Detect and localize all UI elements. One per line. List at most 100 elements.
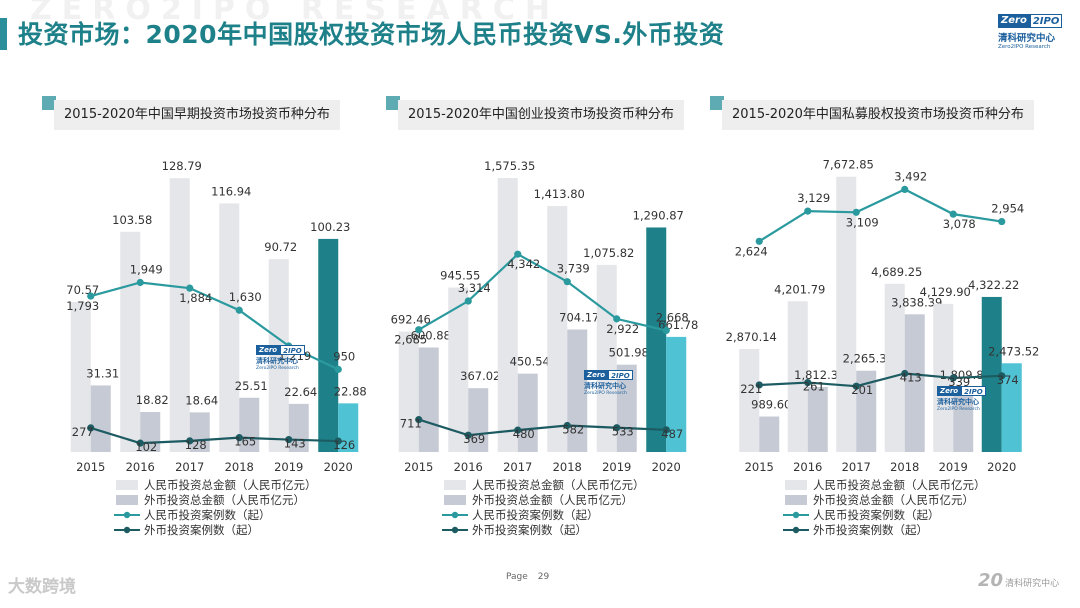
legend-rmb-amount-swatch [116, 480, 138, 490]
point-fx-cases [235, 434, 243, 442]
data-label-fx-cases: 582 [562, 422, 584, 436]
bar-rmb-amount [884, 283, 905, 452]
bar-rmb-amount [219, 203, 240, 452]
bar-rmb-amount [787, 301, 808, 452]
brand-watermark-left: 大数跨境 [8, 577, 76, 597]
data-label-fx-amount: 450.54 [510, 355, 550, 369]
legend-fx-cases-marker [123, 526, 131, 534]
data-label-rmb-amount: 7,672.85 [823, 158, 874, 172]
data-label-rmb-amount: 116.94 [211, 184, 251, 198]
x-tick-label: 2018 [890, 460, 919, 474]
x-tick-label: 2016 [454, 460, 483, 474]
point-fx-cases [514, 426, 522, 434]
panel-marker [710, 96, 724, 110]
point-fx-cases [136, 439, 144, 447]
mini-logo-left: Zero [584, 370, 609, 380]
bar-rmb-amount [739, 349, 760, 452]
data-label-rmb-cases: 4,342 [507, 257, 540, 271]
mini-logo-cn: 清科研究中心 [937, 398, 979, 406]
line-rmb-cases [418, 252, 667, 332]
mini-logo-wordmark: Zero 2IPO [937, 386, 989, 396]
legend-fx-amount-label: 外币投资总金额（人民币亿元） [813, 493, 974, 507]
point-rmb-cases [415, 326, 423, 334]
data-label-fx-amount: 25.51 [235, 379, 268, 393]
point-fx-cases [804, 378, 812, 387]
page-label: Page [506, 572, 528, 582]
point-fx-cases [852, 382, 860, 390]
data-label-rmb-cases: 2,954 [991, 202, 1024, 216]
legend-rmb-cases-marker [792, 511, 800, 519]
point-fx-cases [563, 421, 571, 430]
data-label-rmb-cases: 1,793 [66, 299, 99, 313]
point-fx-cases [998, 372, 1006, 380]
data-label-fx-cases: 128 [185, 438, 207, 452]
point-rmb-cases [613, 315, 621, 323]
legend-fx-amount-swatch [116, 495, 138, 505]
data-label-fx-cases: 374 [997, 373, 1019, 387]
data-label-rmb-cases: 1,949 [130, 262, 163, 276]
data-label-rmb-cases: 3,314 [458, 281, 491, 295]
legend-fx-amount-swatch [444, 495, 466, 505]
mini-logo-right: 2IPO [608, 370, 633, 380]
point-rmb-cases [949, 210, 957, 218]
brand-right-mark: 20 [978, 570, 1004, 591]
bar-rmb-amount [268, 259, 289, 452]
legend-rmb-amount-swatch [444, 480, 466, 490]
bar-rmb-amount [318, 238, 339, 452]
point-rmb-cases [186, 284, 194, 292]
x-tick-label: 2016 [126, 460, 155, 474]
mini-logo-left: Zero [937, 386, 962, 396]
mini-logo-wordmark: Zero 2IPO [584, 370, 636, 380]
x-tick-label: 2017 [503, 460, 532, 474]
x-tick-label: 2016 [793, 460, 822, 474]
line-rmb-cases [758, 188, 1002, 243]
x-tick-label: 2020 [324, 460, 353, 474]
legend-rmb-amount-label: 人民币投资总金额（人民币亿元） [472, 478, 645, 492]
bar-fx-amount [1001, 363, 1022, 452]
point-fx-cases [464, 431, 472, 439]
data-label-rmb-amount: 90.72 [264, 240, 297, 254]
bar-fx-amount [338, 403, 359, 452]
mini-logo-right: 2IPO [280, 345, 305, 355]
data-label-fx-cases: 533 [612, 425, 634, 439]
logo-en: Zero2IPO Research [998, 44, 1051, 50]
point-rmb-cases [514, 250, 522, 258]
data-label-fx-cases: 277 [72, 425, 94, 439]
data-label-rmb-cases: 1,630 [229, 290, 262, 304]
x-tick-label: 2015 [404, 460, 433, 474]
point-rmb-cases [87, 292, 95, 300]
legend-fx-amount-label: 外币投资总金额（人民币亿元） [144, 493, 305, 507]
data-label-fx-cases: 413 [900, 370, 922, 384]
legend-fx-cases-marker [451, 526, 459, 534]
data-label-rmb-amount: 4,689.25 [871, 265, 922, 279]
data-label-fx-amount: 704.17 [559, 311, 599, 325]
data-label-fx-cases: 143 [284, 437, 306, 451]
data-label-fx-amount: 2,473.52 [988, 344, 1039, 358]
mini-logo-cn: 清科研究中心 [584, 382, 626, 390]
point-rmb-cases [464, 297, 472, 305]
data-label-fx-cases: 369 [463, 432, 485, 446]
data-label-rmb-amount: 1,290.87 [633, 208, 684, 222]
brand-right-text: 清科研究中心 [1005, 579, 1060, 589]
point-rmb-cases [852, 208, 860, 216]
data-label-fx-amount: 22.64 [284, 385, 317, 399]
data-label-fx-amount: 367.02 [460, 369, 500, 383]
legend-fx-cases-label: 外币投资案例数（起） [472, 523, 587, 537]
data-label-fx-amount: 22.88 [334, 384, 367, 398]
line-fx-cases [418, 418, 667, 437]
point-fx-cases [613, 424, 621, 432]
point-fx-cases [949, 374, 957, 382]
logo-wordmark-right: 2IPO [1029, 14, 1063, 28]
data-label-rmb-cases: 1,884 [179, 291, 212, 305]
legend-rmb-amount-label: 人民币投资总金额（人民币亿元） [813, 478, 986, 492]
panel-marker [42, 96, 56, 110]
bar-fx-amount [90, 385, 111, 452]
data-label-rmb-amount: 692.46 [391, 313, 431, 327]
x-tick-label: 2019 [939, 460, 968, 474]
data-label-fx-cases: 221 [740, 382, 762, 396]
data-label-rmb-cases: 2,624 [735, 244, 768, 258]
bar-fx-amount [468, 388, 489, 452]
title-accent-bar [0, 18, 7, 50]
bar-fx-amount [567, 329, 588, 452]
legend-rmb-cases-label: 人民币投资案例数（起） [813, 508, 940, 522]
